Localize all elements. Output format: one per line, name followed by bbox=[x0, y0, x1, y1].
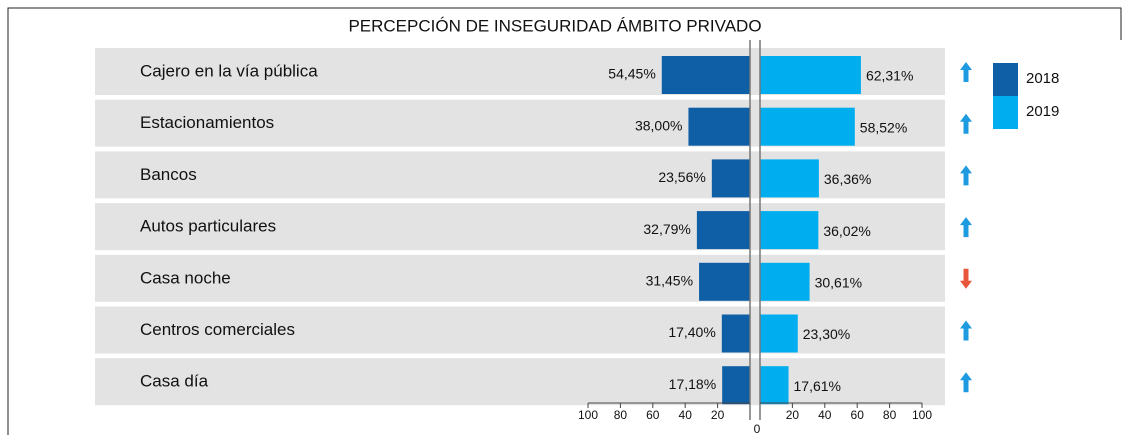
bar-2018 bbox=[711, 159, 750, 198]
x-tick-label: 60 bbox=[851, 408, 865, 422]
row-band bbox=[95, 306, 945, 354]
x-tick-label: 100 bbox=[912, 408, 932, 422]
x-tick-label: 100 bbox=[578, 408, 598, 422]
category-label: Casa día bbox=[140, 372, 209, 391]
bar-2018 bbox=[699, 262, 750, 301]
category-label: Estacionamientos bbox=[140, 113, 274, 132]
value-label: 36,02% bbox=[823, 223, 870, 239]
bar-2019 bbox=[760, 314, 798, 353]
frame bbox=[7, 7, 1122, 435]
legend-label: 2018 bbox=[1026, 70, 1059, 87]
value-label: 38,00% bbox=[635, 117, 682, 133]
category-label: Bancos bbox=[140, 165, 197, 184]
category-label: Centros comerciales bbox=[140, 320, 295, 339]
bar-2019 bbox=[760, 107, 855, 146]
value-label: 23,56% bbox=[658, 169, 705, 185]
value-label: 17,61% bbox=[794, 378, 841, 394]
x-tick-label: 0 bbox=[754, 422, 761, 435]
category-label: Autos particulares bbox=[140, 217, 276, 236]
trend-arrow bbox=[960, 217, 972, 238]
value-label: 36,36% bbox=[824, 171, 871, 187]
trend-arrow bbox=[960, 372, 972, 393]
x-tick-label: 40 bbox=[679, 408, 693, 422]
bar-2018 bbox=[696, 211, 750, 250]
value-label: 31,45% bbox=[646, 273, 693, 289]
legend-swatch bbox=[993, 63, 1018, 96]
x-tick-label: 80 bbox=[883, 408, 897, 422]
value-label: 17,40% bbox=[668, 324, 715, 340]
trend-arrow bbox=[960, 268, 972, 289]
bar-2018 bbox=[661, 56, 750, 94]
value-label: 32,79% bbox=[643, 221, 690, 237]
bar-2019 bbox=[760, 211, 819, 250]
category-label: Cajero en la vía pública bbox=[140, 61, 318, 80]
value-label: 62,31% bbox=[866, 68, 913, 84]
category-label: Casa noche bbox=[140, 268, 231, 287]
bar-2018 bbox=[721, 314, 750, 353]
legend-swatch bbox=[993, 96, 1018, 129]
trend-arrow bbox=[960, 62, 972, 82]
value-label: 54,45% bbox=[608, 66, 655, 82]
value-label: 30,61% bbox=[815, 275, 862, 291]
value-label: 58,52% bbox=[860, 119, 907, 135]
x-tick-label: 20 bbox=[711, 408, 725, 422]
row-band bbox=[95, 358, 945, 406]
x-tick-label: 40 bbox=[818, 408, 832, 422]
legend-label: 2019 bbox=[1026, 103, 1059, 120]
value-label: 23,30% bbox=[803, 326, 850, 342]
x-tick-label: 60 bbox=[646, 408, 660, 422]
bar-2019 bbox=[760, 262, 810, 301]
bar-2019 bbox=[760, 56, 861, 94]
chart-title: PERCEPCIÓN DE INSEGURIDAD ÁMBITO PRIVADO bbox=[348, 16, 761, 35]
bar-2018 bbox=[688, 107, 750, 146]
value-label: 17,18% bbox=[669, 376, 716, 392]
trend-arrow bbox=[960, 320, 972, 341]
bar-2018 bbox=[722, 366, 750, 405]
bar-2019 bbox=[760, 159, 819, 198]
trend-arrow bbox=[960, 165, 972, 186]
bar-2019 bbox=[760, 366, 789, 405]
x-tick-label: 20 bbox=[786, 408, 800, 422]
trend-arrow bbox=[960, 113, 972, 134]
x-tick-label: 80 bbox=[614, 408, 628, 422]
